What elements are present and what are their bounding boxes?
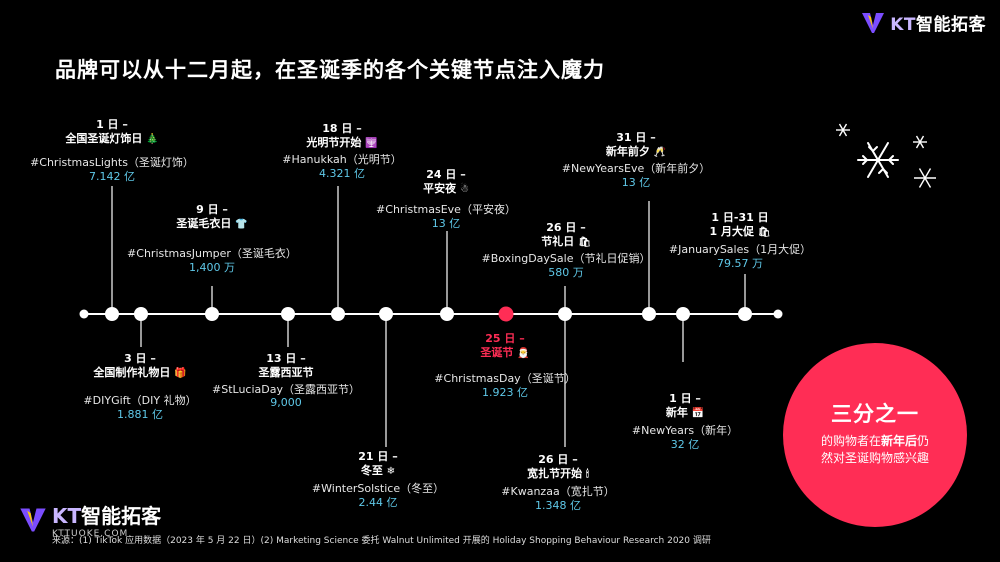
- page-title: 品牌可以从十二月起，在圣诞季的各个关键节点注入魔力: [55, 58, 605, 82]
- event-dec-21: 21 日 – 冬至 ❄ #WinterSolstice（冬至） 2.44 亿: [311, 450, 445, 509]
- snowflake-icon: ❄: [386, 465, 396, 477]
- brand-url: KTTUOKE.COM: [52, 529, 129, 539]
- timeline-dot: [676, 307, 690, 321]
- event-dec-31: 31 日 – 新年前夕 🥂 #NewYearsEve（新年前夕） 13 亿: [561, 131, 711, 189]
- timeline-dot: [738, 307, 752, 321]
- view-count: 1.923 亿: [482, 386, 528, 399]
- view-count: 1.881 亿: [117, 408, 163, 421]
- view-count: 580 万: [548, 266, 584, 279]
- hashtag: #ChristmasJumper（圣诞毛衣）: [127, 247, 297, 261]
- timeline-dot: [134, 307, 148, 321]
- event-dec-18: 18 日 – 光明节开始 🕎 #Hanukkah（光明节） 4.321 亿: [282, 122, 402, 180]
- view-count: 7.142 亿: [89, 170, 135, 183]
- timeline-dot: [379, 307, 393, 321]
- timeline-end-dot: [773, 309, 783, 319]
- event-jan-1-31: 1 日-31 日 1 月大促 🛍 #JanuarySales（1月大促） 79.…: [668, 211, 812, 270]
- hashtag: #NewYearsEve（新年前夕）: [561, 162, 711, 176]
- view-count: 79.57 万: [716, 257, 763, 270]
- view-count: 13 亿: [431, 217, 461, 230]
- timeline-end-dot: [79, 309, 89, 319]
- view-count: 2.44 亿: [358, 496, 398, 509]
- view-count: 9,000: [270, 396, 302, 410]
- event-dec-1: 1 日 – 全国圣诞灯饰日 🎄 #ChristmasLights（圣诞灯饰） 7…: [30, 118, 194, 183]
- highlight-circle: 三分之一 的购物者在新年后仍 然对圣诞购物感兴趣: [783, 343, 967, 527]
- timeline-dot: [642, 307, 656, 321]
- highlight-title: 三分之一: [831, 402, 919, 426]
- hashtag: #StLuciaDay（圣露西亚节）: [212, 382, 360, 396]
- timeline-dot: [440, 307, 454, 321]
- hashtag: #BoxingDaySale（节礼日促销）: [481, 252, 651, 266]
- menorah-icon: 🕎: [365, 137, 378, 149]
- shirt-icon: 👕: [235, 218, 248, 230]
- view-count: 1,400 万: [188, 261, 235, 274]
- hashtag: #DIYGift（DIY 礼物）: [83, 394, 197, 408]
- timeline-dot: [558, 307, 572, 321]
- snowman-icon: ☃: [459, 183, 469, 195]
- champagne-icon: 🥂: [653, 146, 667, 158]
- shopping-bag-icon: 🛍: [578, 236, 591, 248]
- tree-icon: 🎄: [146, 133, 159, 145]
- timeline-dot: [105, 307, 119, 321]
- candle-icon: 🕯: [586, 468, 589, 480]
- timeline-dot-christmas: [498, 306, 514, 322]
- kt-logo-icon: [20, 507, 46, 532]
- calendar-icon: 📅: [691, 407, 705, 419]
- event-jan-1: 1 日 – 新年 📅 #NewYears（新年） 32 亿: [631, 392, 739, 451]
- view-count: 32 亿: [670, 438, 700, 451]
- event-dec-13: 13 日 – 圣露西亚节 #StLuciaDay（圣露西亚节） 9,000: [212, 352, 360, 410]
- event-dec-26-boxing: 26 日 – 节礼日 🛍 #BoxingDaySale（节礼日促销） 580 万: [481, 221, 651, 279]
- event-dec-25: 25 日 – 圣诞节 🎅 #ChristmasDay（圣诞节） 1.923 亿: [434, 332, 576, 399]
- hashtag: #ChristmasEve（平安夜）: [376, 203, 516, 217]
- brand-logo-bottom: KT智能拓客 KTTUOKE.COM: [18, 500, 161, 539]
- timeline-dot: [205, 307, 219, 321]
- timeline-dot: [331, 307, 345, 321]
- timeline-dot: [281, 307, 295, 321]
- hashtag: #ChristmasDay（圣诞节）: [434, 372, 576, 386]
- hashtag: #Kwanzaa（宽扎节）: [501, 485, 615, 499]
- santa-icon: 🎅: [517, 347, 530, 359]
- view-count: 13 亿: [621, 176, 651, 189]
- view-count: 4.321 亿: [319, 167, 365, 180]
- view-count: 1.348 亿: [535, 499, 581, 512]
- hashtag: #NewYears（新年）: [631, 424, 739, 438]
- brand-name: KT智能拓客: [890, 15, 986, 35]
- event-dec-3: 3 日 – 全国制作礼物日 🎁 #DIYGift（DIY 礼物） 1.881 亿: [83, 352, 197, 421]
- highlight-text: 的购物者在新年后仍 然对圣诞购物感兴趣: [820, 434, 930, 466]
- hashtag: #ChristmasLights（圣诞灯饰）: [30, 156, 194, 170]
- event-dec-26-kwanzaa: 26 日 – 宽扎节开始 🕯 #Kwanzaa（宽扎节） 1.348 亿: [501, 453, 615, 512]
- kt-logo-icon: [862, 12, 885, 33]
- source-note: 来源：(1) TikTok 应用数据（2023 年 5 月 22 日）(2) M…: [52, 536, 711, 546]
- event-dec-9: 9 日 – 圣诞毛衣日 👕 #ChristmasJumper（圣诞毛衣） 1,4…: [127, 203, 297, 274]
- hashtag: #JanuarySales（1月大促）: [668, 243, 812, 257]
- snowflake-icon: [857, 142, 899, 178]
- hashtag: #Hanukkah（光明节）: [282, 153, 402, 167]
- brand-logo-top: KT智能拓客: [860, 10, 986, 35]
- shopping-bag-icon: 🛍: [757, 226, 771, 238]
- snowflake-icon: [836, 123, 936, 188]
- gift-icon: 🎁: [174, 367, 187, 379]
- hashtag: #WinterSolstice（冬至）: [311, 482, 445, 496]
- event-dec-24: 24 日 – 平安夜 ☃ #ChristmasEve（平安夜） 13 亿: [376, 168, 516, 230]
